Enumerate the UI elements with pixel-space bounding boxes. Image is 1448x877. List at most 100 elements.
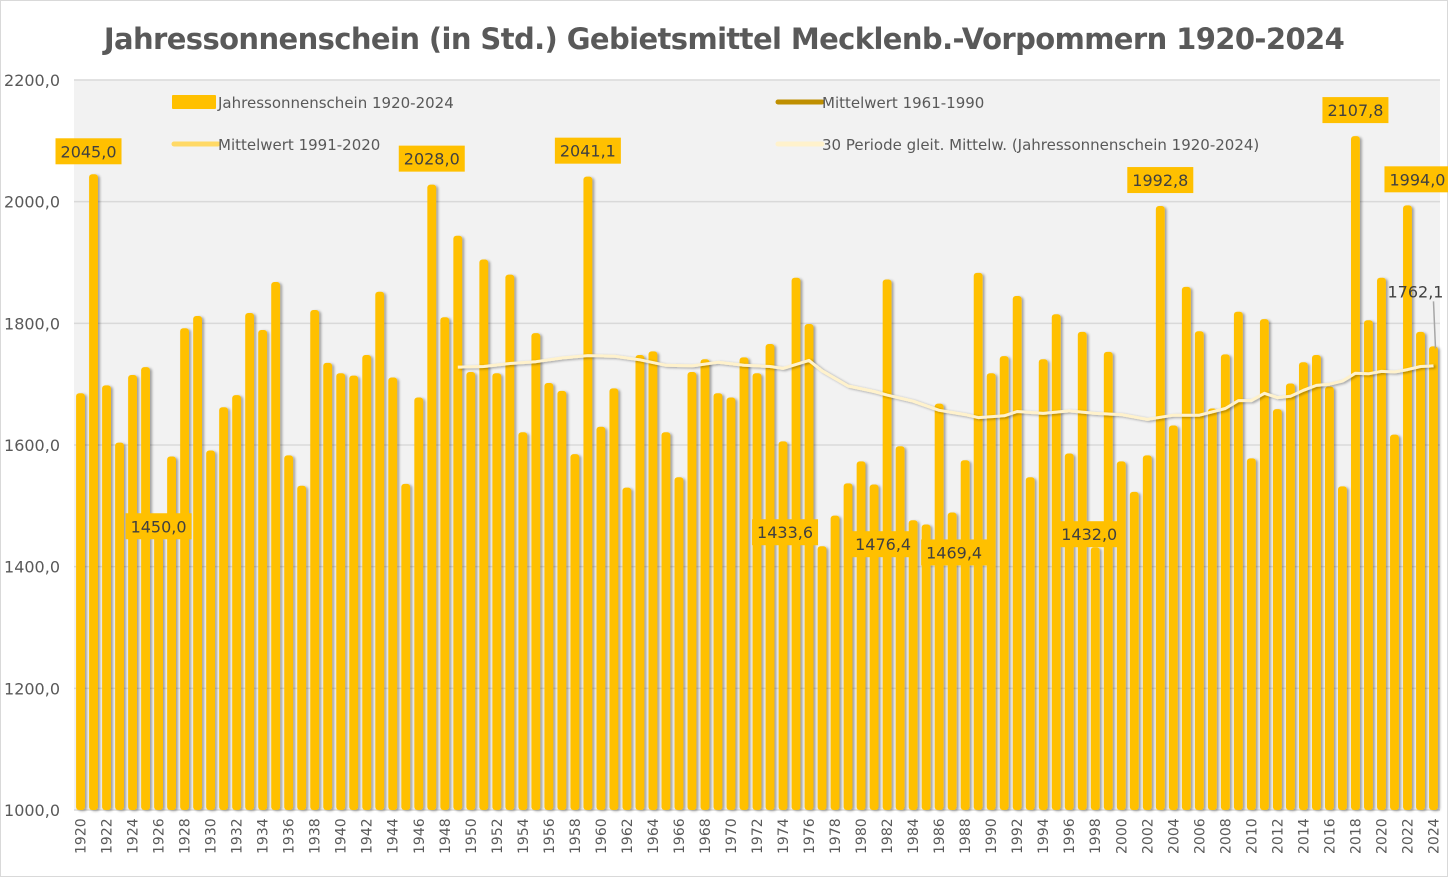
bar-2004	[1168, 425, 1178, 810]
bar-1988	[960, 460, 970, 810]
bar-1944	[388, 377, 398, 810]
x-tick-label: 1940	[334, 818, 350, 854]
bar-1925	[141, 367, 150, 810]
data-label-2024: 1762,1	[1388, 282, 1444, 301]
bar-2000	[1116, 461, 1126, 810]
x-axis: 1920 1922 1924 1926 1928 1930 1932 1934 1936 1938…	[74, 818, 1443, 854]
bar-1920	[76, 393, 85, 810]
legend: Jahressonnenschein 1920-2024 Mittelwert 1…	[171, 94, 1259, 154]
bar-1959	[583, 176, 593, 810]
x-tick-label: 1980	[854, 818, 870, 854]
bar-1962	[622, 487, 632, 810]
bar-1970	[726, 397, 736, 810]
bar-1976	[804, 323, 814, 810]
bar-1953	[505, 274, 515, 811]
x-tick-label: 1962	[620, 818, 636, 854]
bar-1947	[427, 184, 437, 811]
bar-1977	[817, 546, 827, 810]
x-tick-label: 1992	[1010, 818, 1026, 854]
bar-1951	[479, 259, 489, 810]
x-tick-label: 1950	[464, 818, 480, 854]
x-tick-label: 1928	[178, 818, 194, 854]
bar-1949	[453, 235, 463, 810]
x-tick-label: 1982	[880, 818, 896, 854]
legend-label: Mittelwert 1991-2020	[218, 136, 380, 154]
bar-1957	[557, 390, 567, 810]
x-tick-label: 1970	[724, 818, 740, 854]
data-label-1985: 1469,4	[926, 543, 982, 562]
bar-1978	[830, 515, 840, 810]
bar-1964	[648, 351, 658, 810]
bar-1952	[492, 373, 502, 810]
bar-1937	[297, 485, 307, 810]
x-tick-label: 1994	[1036, 818, 1052, 854]
bar-1961	[609, 388, 619, 810]
x-tick-label: 1934	[256, 818, 272, 854]
bar-1958	[570, 454, 580, 810]
bar-1940	[336, 373, 346, 810]
bar-1926	[154, 536, 163, 810]
data-label-1959: 2041,1	[560, 142, 616, 161]
bar-1935	[271, 281, 281, 810]
x-tick-label: 1932	[230, 818, 246, 854]
data-label-leader	[1432, 301, 1437, 349]
bar-1967	[687, 372, 697, 810]
x-tick-label: 1930	[204, 818, 220, 854]
x-tick-label: 2008	[1218, 818, 1234, 854]
x-tick-label: 1946	[412, 818, 428, 854]
data-label-box	[125, 513, 192, 540]
bar-2002	[1142, 455, 1152, 810]
legend-label: 30 Periode gleit. Mittelw. (Jahressonnen…	[822, 136, 1259, 154]
x-tick-label: 1984	[906, 818, 922, 854]
x-tick-label: 2014	[1296, 818, 1312, 854]
bar-2006	[1194, 331, 1204, 810]
x-tick-label: 1958	[568, 818, 584, 854]
y-tick-label: 1000,0	[4, 801, 60, 820]
data-label-box	[398, 145, 465, 172]
x-tick-label: 2020	[1374, 818, 1390, 854]
x-tick-label: 1936	[282, 818, 298, 854]
x-tick-label: 2004	[1166, 818, 1182, 854]
bar-2008	[1220, 354, 1230, 810]
data-label-1926: 1450,0	[131, 517, 187, 536]
bar-2015	[1311, 354, 1321, 810]
bar-1971	[739, 357, 749, 810]
bar-2007	[1207, 408, 1217, 810]
bar-1943	[375, 291, 385, 810]
x-tick-label: 2022	[1400, 818, 1416, 854]
data-label-2018: 2107,8	[1327, 101, 1383, 120]
bar-1987	[947, 512, 957, 810]
bar-2005	[1181, 286, 1191, 810]
bar-2009	[1233, 311, 1243, 810]
y-tick-label: 1800,0	[4, 314, 60, 333]
bar-1994	[1038, 359, 1048, 810]
bar-2003	[1155, 206, 1165, 811]
x-tick-label: 1998	[1088, 818, 1104, 854]
x-tick-label: 1948	[438, 818, 454, 854]
bar-1927	[167, 456, 176, 810]
bar-1998	[1090, 547, 1100, 810]
x-tick-label: 2012	[1270, 818, 1286, 854]
legend-label: Jahressonnenschein 1920-2024	[217, 94, 454, 112]
data-label-1977: 1433,6	[757, 523, 813, 542]
y-tick-label: 2200,0	[4, 71, 60, 90]
bar-1995	[1051, 314, 1061, 810]
bar-1968	[700, 359, 710, 810]
x-tick-label: 2006	[1192, 818, 1208, 854]
bar-1986	[934, 403, 944, 810]
bar-2018	[1351, 136, 1360, 811]
bar-1985	[921, 524, 931, 810]
bar-1936	[284, 455, 294, 810]
bar-2021	[1390, 434, 1399, 810]
data-label-box	[1322, 97, 1389, 124]
bar-1931	[219, 407, 229, 810]
x-tick-label: 2024	[1426, 818, 1442, 854]
x-tick-label: 1986	[932, 818, 948, 854]
x-tick-label: 1990	[984, 818, 1000, 854]
bar-1933	[245, 312, 255, 810]
bar-1950	[466, 372, 476, 810]
legend-label: Mittelwert 1961-1990	[822, 94, 984, 112]
x-tick-label: 1954	[516, 818, 532, 854]
x-tick-label: 1996	[1062, 818, 1078, 854]
bar-1990	[986, 373, 996, 810]
